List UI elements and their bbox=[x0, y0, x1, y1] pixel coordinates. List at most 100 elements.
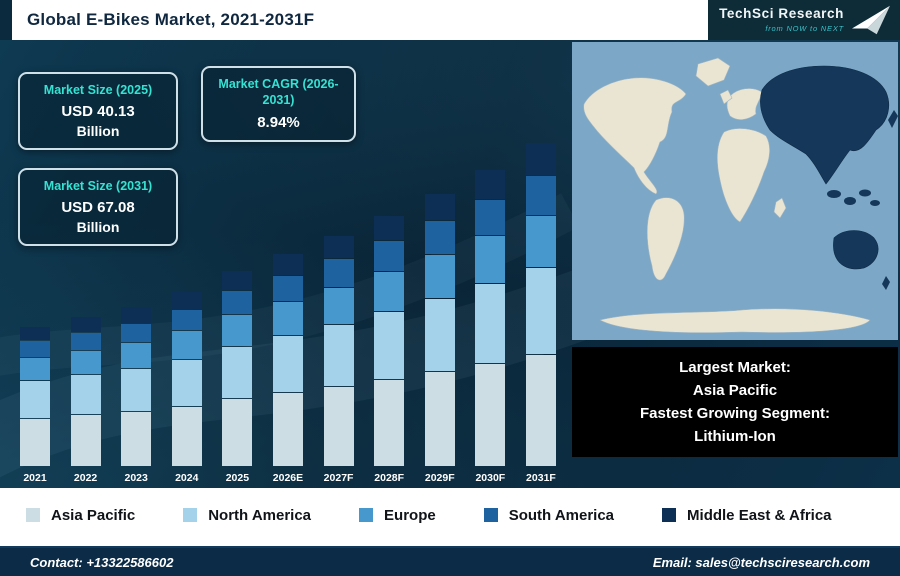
bar-segment-middle-east-africa bbox=[222, 271, 253, 291]
bar-segment-asia-pacific bbox=[171, 406, 202, 466]
landmass-asia-highlighted bbox=[760, 65, 889, 185]
bar-segment-north-america bbox=[323, 324, 354, 386]
bar-segment-europe bbox=[70, 351, 101, 375]
footer: Contact: +13322586602 Email: sales@techs… bbox=[0, 546, 900, 576]
bar-segment-middle-east-africa bbox=[525, 143, 556, 176]
legend-label: Europe bbox=[384, 506, 436, 524]
landmass-south-america bbox=[646, 197, 685, 281]
logo-brand: TechSci Research bbox=[719, 6, 844, 22]
stat-value: 8.94% bbox=[257, 113, 300, 131]
bar-segment-middle-east-africa bbox=[323, 235, 354, 259]
bar-segment-asia-pacific bbox=[20, 418, 50, 466]
bar-segment-asia-pacific bbox=[70, 415, 101, 466]
bar-2026e: 2026E bbox=[271, 254, 305, 484]
bar-stack bbox=[171, 292, 202, 466]
bar-segment-europe bbox=[475, 235, 506, 283]
bar-category-label: 2025 bbox=[225, 472, 250, 484]
bar-segment-middle-east-africa bbox=[424, 193, 455, 221]
header: Global E-Bikes Market, 2021-2031F TechSc… bbox=[0, 0, 900, 40]
bar-segment-europe bbox=[20, 358, 50, 381]
landmass-southeast-asia-1 bbox=[827, 190, 841, 198]
bar-segment-middle-east-africa bbox=[475, 169, 506, 199]
chart-legend: Asia Pacific North America Europe South Ame… bbox=[0, 488, 900, 542]
techsci-logo: TechSci Research from NOW to NEXT bbox=[708, 0, 900, 40]
map-caption: Largest Market: Asia Pacific Fastest Gro… bbox=[572, 347, 898, 457]
bar-segment-north-america bbox=[121, 369, 152, 411]
bar-2030f: 2030F bbox=[473, 169, 507, 484]
bar-segment-north-america bbox=[20, 381, 50, 418]
stat-label: Market Size (2025) bbox=[43, 83, 153, 97]
stat-value: USD 67.08 bbox=[61, 199, 135, 217]
bar-category-label: 2024 bbox=[175, 472, 199, 484]
stacked-bar-chart: 2021 2022 2023 2024 2025 2026E 2027F 2028F 2029F… bbox=[12, 54, 564, 484]
bar-segment-south-america bbox=[70, 332, 101, 351]
bar-segment-south-america bbox=[475, 199, 506, 235]
world-map-graphic bbox=[572, 42, 898, 340]
bar-segment-south-america bbox=[222, 291, 253, 315]
bar-segment-north-america bbox=[374, 312, 405, 379]
corner-accent bbox=[0, 0, 12, 40]
legend-swatch-asia-pacific bbox=[26, 508, 40, 522]
landmass-north-america bbox=[583, 77, 687, 195]
bar-category-label: 2027F bbox=[323, 472, 354, 484]
fastest-segment-value: Lithium-Ion bbox=[694, 428, 776, 446]
bar-segment-middle-east-africa bbox=[121, 307, 152, 323]
bar-segment-south-america bbox=[323, 259, 354, 287]
legend-item-europe: Europe bbox=[359, 507, 436, 524]
landmass-madagascar bbox=[773, 197, 787, 219]
legend-label: North America bbox=[208, 506, 312, 524]
landmass-southeast-asia-4 bbox=[870, 200, 880, 206]
landmass-southeast-asia-2 bbox=[844, 197, 856, 205]
bar-2031f: 2031F bbox=[524, 143, 558, 484]
bar-2025: 2025 bbox=[220, 271, 254, 484]
bar-2021: 2021 bbox=[18, 326, 52, 484]
bar-segment-north-america bbox=[272, 336, 303, 393]
bar-segment-asia-pacific bbox=[121, 411, 152, 466]
bar-segment-asia-pacific bbox=[475, 363, 506, 466]
legend-item-north-america: North America bbox=[183, 507, 311, 524]
largest-market-value: Asia Pacific bbox=[692, 381, 778, 399]
legend-item-asia-pacific: Asia Pacific bbox=[26, 507, 135, 524]
bar-segment-north-america bbox=[424, 298, 455, 371]
bar-segment-europe bbox=[272, 302, 303, 336]
bar-stack bbox=[475, 169, 506, 466]
bar-segment-middle-east-africa bbox=[374, 215, 405, 241]
bar-segment-north-america bbox=[222, 346, 253, 399]
landmass-antarctica bbox=[599, 308, 871, 333]
bar-segment-south-america bbox=[525, 176, 556, 215]
bar-category-label: 2021 bbox=[23, 472, 47, 484]
bar-category-label: 2029F bbox=[424, 472, 455, 484]
stat-unit: Billion bbox=[76, 218, 120, 235]
bar-category-label: 2023 bbox=[124, 472, 148, 484]
bar-category-label: 2031F bbox=[526, 472, 556, 484]
logo-text: TechSci Research from NOW to NEXT bbox=[719, 6, 844, 33]
bar-segment-asia-pacific bbox=[323, 386, 354, 466]
bar-segment-north-america bbox=[70, 375, 101, 415]
bar-stack bbox=[374, 215, 405, 466]
map-panel: Largest Market: Asia Pacific Fastest Gro… bbox=[572, 42, 898, 457]
bar-segment-asia-pacific bbox=[222, 399, 253, 466]
bar-segment-asia-pacific bbox=[525, 354, 556, 466]
landmass-africa bbox=[717, 128, 770, 223]
bar-segment-middle-east-africa bbox=[171, 292, 202, 310]
bar-segment-asia-pacific bbox=[424, 372, 455, 466]
landmass-british-isles bbox=[719, 89, 733, 105]
legend-item-middle-east-africa: Middle East & Africa bbox=[662, 507, 832, 524]
bar-category-label: 2030F bbox=[475, 472, 506, 484]
bar-segment-middle-east-africa bbox=[272, 254, 303, 276]
landmass-southeast-asia-3 bbox=[859, 189, 871, 197]
bar-segment-south-america bbox=[272, 276, 303, 302]
bar-segment-europe bbox=[424, 254, 455, 298]
bar-segment-europe bbox=[374, 271, 405, 312]
fastest-segment-label: Fastest Growing Segment: bbox=[639, 405, 831, 422]
stat-label: Market CAGR (2026-2031) bbox=[218, 77, 339, 108]
stat-box-market-size-2025: Market Size (2025) USD 40.13 Billion bbox=[18, 72, 178, 150]
stat-label: Market Size (2031) bbox=[43, 179, 153, 193]
main-canvas: Market Size (2025) USD 40.13 Billion Mar… bbox=[0, 40, 900, 488]
stat-value: USD 40.13 bbox=[61, 103, 135, 121]
bar-stack bbox=[20, 326, 50, 466]
bar-category-label: 2028F bbox=[374, 472, 405, 484]
bar-2027f: 2027F bbox=[322, 235, 356, 484]
bar-category-label: 2026E bbox=[272, 472, 304, 484]
bar-stack bbox=[525, 143, 556, 466]
